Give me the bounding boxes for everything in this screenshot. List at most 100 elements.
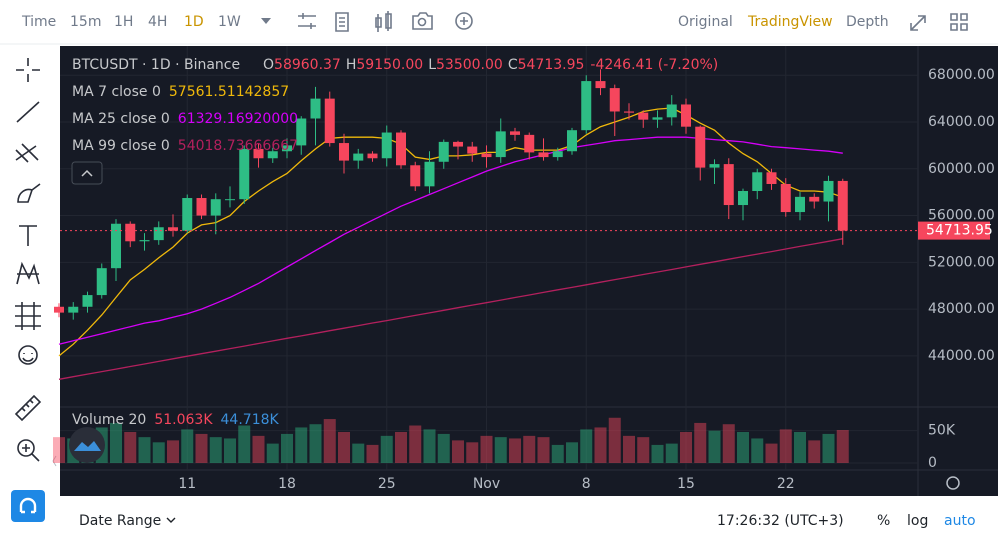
volume-legend: Volume 20 51.063K 44.718K (72, 412, 280, 428)
volume-bar (551, 444, 564, 463)
candle-body (495, 131, 506, 158)
crosshair-tool[interactable] (16, 58, 40, 82)
candle-body (837, 180, 848, 231)
text-tool[interactable] (19, 225, 37, 246)
candle-body (339, 143, 349, 161)
volume-bar (295, 427, 308, 463)
snapshot-icon[interactable] (412, 12, 433, 30)
template-icon[interactable] (335, 12, 349, 32)
x-tick-label: 18 (278, 476, 296, 492)
interval-button[interactable]: 1D (184, 14, 204, 30)
view-tab[interactable]: Depth (846, 14, 889, 30)
view-tab[interactable]: TradingView (747, 14, 833, 30)
candle-body (538, 152, 549, 158)
candle-body (196, 198, 207, 216)
view-tab[interactable]: Original (678, 14, 733, 30)
more-intervals[interactable] (261, 18, 271, 24)
y-tick-label: 68000.00 (928, 67, 995, 83)
volume-bar (808, 440, 821, 463)
volume-bar (395, 431, 407, 463)
chart-type-icon[interactable] (375, 11, 392, 32)
chart: 44000.00 48000.00 52000.00 56000.00 60000.00… (53, 46, 998, 496)
candle-body (780, 183, 791, 213)
candle-body (552, 151, 563, 158)
ruler-tool[interactable] (14, 394, 42, 422)
volume-bar (836, 429, 849, 463)
x-tick-label: 15 (677, 476, 695, 492)
candle-body (481, 153, 492, 158)
candle-body (396, 132, 406, 166)
candle-body (438, 141, 449, 162)
fullscreen-icon[interactable] (910, 15, 926, 31)
auto-toggle[interactable]: auto (944, 513, 976, 529)
clock: 17:26:32 (UTC+3) (717, 513, 844, 529)
candle-body (111, 223, 121, 269)
snapshot-lens (417, 17, 427, 27)
brush-tool[interactable] (17, 183, 41, 203)
date-range[interactable]: Date Range (79, 513, 161, 529)
volume-bar (480, 435, 493, 463)
add-icon[interactable] (455, 12, 473, 30)
ma-legend: MA 99 close 0 54018.73666667 (72, 138, 298, 154)
volume-bar (152, 442, 165, 463)
collapse-arrow (81, 169, 93, 177)
candle-body (795, 196, 805, 213)
emoji-tool[interactable] (18, 345, 38, 365)
candle-body (225, 199, 235, 201)
candle-body (210, 199, 221, 216)
legend-text: 58960.37 (274, 57, 341, 73)
candle-body (453, 141, 463, 147)
ma-line (58, 238, 843, 380)
volume-bar (509, 438, 521, 463)
log-toggle[interactable]: log (907, 513, 928, 529)
last-price-tag (918, 221, 990, 240)
volume-bar (338, 431, 350, 463)
y-tick-label: 64000.00 (928, 114, 995, 130)
volume-bar (195, 433, 208, 463)
measure-group-tool[interactable] (15, 302, 41, 330)
volume-bar (594, 427, 607, 463)
volume-bar (608, 417, 621, 463)
interval-button[interactable]: Time (21, 14, 56, 30)
indicator-icon[interactable] (298, 13, 316, 29)
interval-button[interactable]: 4H (148, 14, 167, 30)
fib-tool[interactable] (15, 143, 39, 163)
legend-text: L (428, 57, 436, 73)
x-tick-label: 11 (178, 476, 196, 492)
settings-icon[interactable] (946, 476, 960, 490)
volume-bar (224, 438, 236, 463)
ohlc-legend: O58960.37 H59150.00 L53500.00 C54713.95 -424… (263, 57, 718, 73)
ma-line (58, 107, 844, 357)
interval-button[interactable]: 1W (218, 14, 241, 30)
zoom-tool[interactable] (17, 439, 35, 457)
interval-button[interactable]: 1H (114, 14, 133, 30)
legend-text: BTCUSDT · 1D · Binance (72, 57, 240, 73)
candle-body (709, 164, 720, 168)
volume-bar (423, 429, 436, 463)
legend-text: 44.718K (221, 412, 280, 428)
line-tool[interactable] (16, 101, 40, 123)
legend-text: MA 25 close 0 (72, 111, 170, 127)
volume-bar (167, 440, 179, 463)
y-tick-label: 60000.00 (928, 161, 995, 177)
legend-text: 51.063K (154, 412, 213, 428)
legend-text: MA 7 close 0 (72, 84, 161, 100)
volume-bar (209, 437, 222, 463)
layout-icon[interactable] (950, 13, 968, 31)
volume-bar (765, 443, 778, 463)
volume-bar (53, 437, 65, 463)
collapse-legend[interactable] (71, 161, 103, 185)
volume-bar (281, 433, 293, 463)
pattern-tool[interactable] (16, 261, 40, 285)
legend-text: C (508, 57, 518, 73)
candle-body (510, 131, 520, 135)
interval-button[interactable]: 15m (70, 14, 101, 30)
x-tick-label: Nov (473, 476, 500, 492)
legend-text: 57561.51142857 (169, 84, 289, 100)
zoom-plus (22, 444, 40, 462)
magnet-tool[interactable] (11, 490, 45, 522)
collapse-arrow[interactable] (52, 455, 57, 467)
volume-bar (665, 443, 678, 463)
percent-toggle[interactable]: % (877, 513, 890, 529)
ma-legend: MA 7 close 0 57561.51142857 (72, 84, 289, 100)
